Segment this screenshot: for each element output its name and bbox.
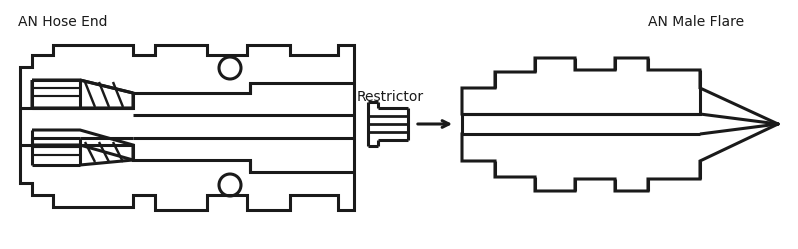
Text: Restrictor: Restrictor — [357, 90, 424, 104]
Text: AN Hose End: AN Hose End — [18, 15, 108, 29]
Text: AN Male Flare: AN Male Flare — [648, 15, 744, 29]
